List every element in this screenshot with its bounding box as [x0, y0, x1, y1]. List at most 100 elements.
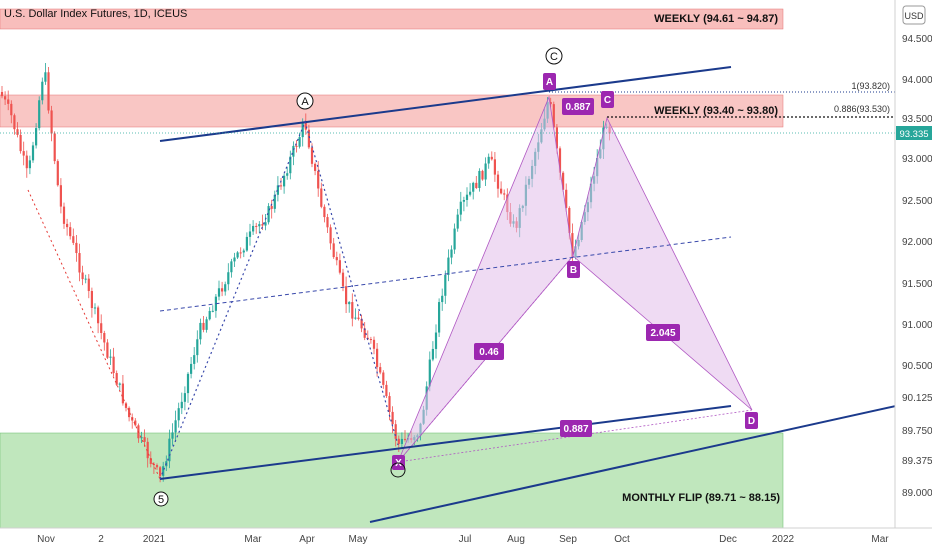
candle-body: [403, 438, 407, 440]
currency-badge[interactable]: USD: [902, 5, 926, 25]
fib-886-label: 0.886(93.530): [834, 104, 890, 114]
candle-body: [62, 206, 66, 224]
candle-body: [87, 278, 90, 292]
y-tick-label: 89.750: [902, 426, 932, 437]
candle-body: [149, 458, 152, 464]
candle-body: [93, 307, 97, 309]
candle-body: [230, 261, 233, 273]
candle-body: [159, 467, 162, 476]
candle-body: [493, 159, 496, 175]
weekly-zone-upper: [0, 8, 784, 30]
candle-body: [568, 207, 571, 234]
candle-body: [50, 110, 53, 134]
candle-body: [264, 222, 267, 226]
candle-body: [320, 188, 323, 207]
x-tick-label: 2022: [772, 534, 795, 545]
wave-dotted-path: [159, 120, 399, 480]
monthly-flip-label: MONTHLY FLIP (89.71 ~ 88.15): [622, 492, 780, 504]
point-b-badge: B: [567, 261, 580, 278]
candle-body: [22, 151, 25, 156]
candle-body: [490, 156, 493, 160]
candle-body: [369, 339, 372, 341]
candle-body: [481, 170, 484, 180]
candle-body: [279, 185, 283, 187]
candle-body: [7, 99, 10, 104]
x-ticks: Nov 2 2021 Mar Apr May Jul Aug Sep Oct Dec 2022 Mar: [37, 534, 889, 545]
candle-body: [221, 288, 224, 292]
ratio-xb-badge: 0.46: [474, 343, 504, 360]
candle-body: [487, 156, 490, 164]
candle-body: [224, 284, 227, 292]
candle-body: [10, 103, 13, 116]
y-tick-label: 91.000: [902, 320, 932, 331]
candle-body: [456, 214, 459, 229]
candle-body: [258, 224, 261, 227]
candle-body: [202, 322, 205, 330]
candle-body: [44, 72, 47, 82]
candle-body: [183, 393, 186, 402]
svg-text:93.335: 93.335: [899, 129, 928, 140]
lower-channel-line: [159, 405, 732, 480]
candle-body: [428, 359, 431, 387]
candle-body: [115, 373, 118, 385]
y-tick-label: 92.500: [902, 196, 932, 207]
candle-body: [109, 356, 112, 358]
candle-body: [283, 175, 286, 187]
candle-body: [252, 225, 255, 232]
candle-body: [475, 182, 478, 188]
candle-body: [100, 323, 103, 333]
candle-body: [270, 206, 273, 209]
ratio-bd-badge: 2.045: [646, 324, 680, 341]
candle-body: [434, 332, 438, 349]
candle-body: [208, 310, 211, 320]
price-axis: [895, 0, 932, 528]
candle-body: [453, 228, 456, 250]
pattern-xb-line: [397, 255, 574, 463]
candle-body: [128, 407, 131, 418]
candle-body: [484, 163, 487, 180]
candle-body: [84, 278, 87, 280]
chart-title: U.S. Dollar Index Futures, 1D, ICEUS: [4, 8, 187, 20]
candle-body: [332, 243, 335, 258]
svg-text:0.887: 0.887: [565, 102, 590, 113]
long-support-line: [369, 397, 932, 523]
y-tick-label: 90.500: [902, 361, 932, 372]
candle-body: [345, 286, 348, 305]
x-tick-label: Oct: [614, 534, 630, 545]
candle-body: [459, 201, 462, 215]
svg-text:5: 5: [158, 494, 164, 506]
candle-body: [472, 182, 475, 192]
candle-body: [121, 383, 124, 404]
candle-body: [35, 128, 38, 146]
x-tick-label: May: [349, 534, 368, 545]
candle-body: [211, 310, 214, 312]
candle-body: [273, 194, 276, 209]
y-tick-label: 89.000: [902, 488, 932, 499]
candle-body: [351, 302, 354, 319]
candle-body: [496, 174, 500, 189]
point-x-badge: X: [392, 455, 405, 470]
candle-body: [555, 127, 558, 149]
candle-body: [155, 465, 159, 468]
candle-body: [16, 129, 19, 135]
candle-body: [376, 348, 379, 368]
candle-body: [276, 185, 279, 195]
wave-circle-x: [390, 462, 406, 478]
candle-body: [341, 272, 345, 287]
svg-text:B: B: [570, 265, 577, 276]
candle-body: [360, 318, 363, 329]
candle-body: [196, 339, 199, 356]
candle-body: [388, 396, 391, 412]
y-tick-label: 90.125: [902, 393, 932, 404]
candle-body: [382, 372, 385, 385]
candle-body: [78, 253, 81, 273]
candle-body: [261, 224, 264, 226]
svg-text:2.045: 2.045: [650, 328, 675, 339]
candle-body: [307, 129, 310, 148]
candle-body: [562, 172, 565, 190]
candle-body: [168, 438, 171, 462]
candle-body: [59, 185, 62, 207]
candle-body: [571, 233, 574, 258]
candle-body: [143, 437, 146, 442]
